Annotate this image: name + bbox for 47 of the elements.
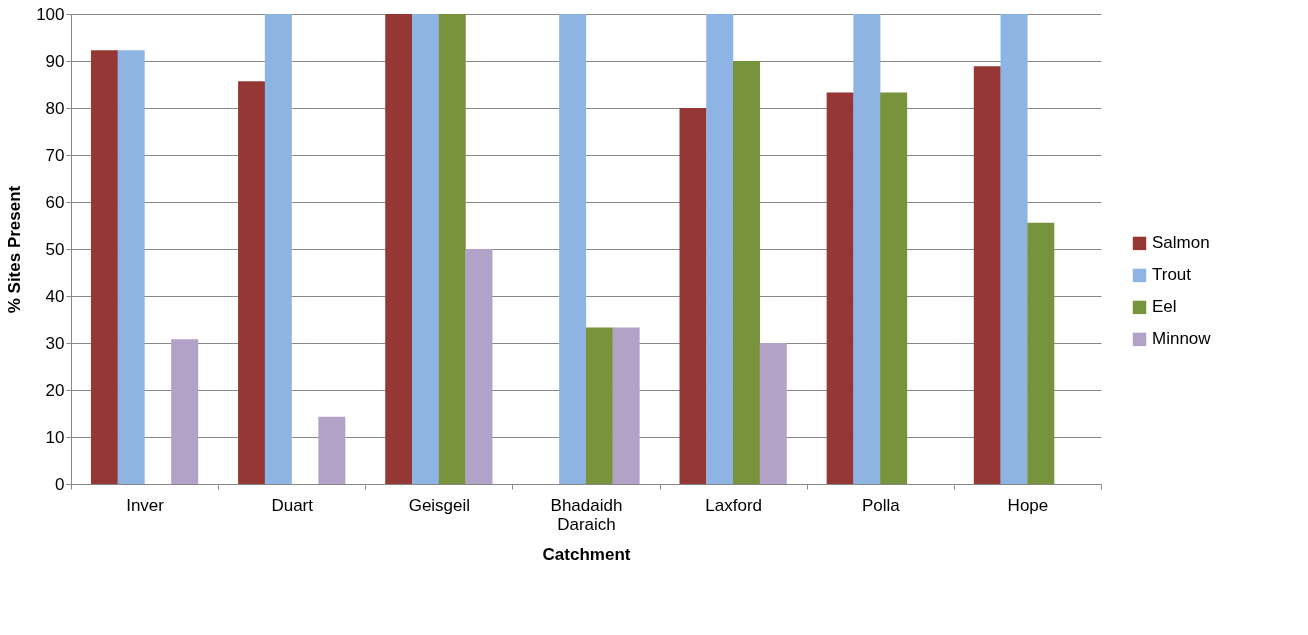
legend-label: Minnow [1152,329,1212,349]
bar [90,50,118,484]
y-tick-label: 60 [45,192,65,212]
y-tick-label: 50 [45,239,65,259]
y-tick-label: 80 [45,98,65,118]
bar [264,14,292,484]
x-tick-label: Hope [1007,495,1049,515]
x-axis-title: Catchment [542,544,631,564]
y-tick-label: 70 [45,145,65,165]
y-axis-title: % Sites Present [5,185,25,314]
bar [826,92,854,484]
bar [706,14,734,484]
y-tick-label: 90 [45,51,65,71]
bar [117,50,145,484]
x-tick-label: Duart [271,495,314,515]
bar [612,327,640,484]
y-tick-label: 30 [45,333,65,353]
legend-label: Eel [1152,297,1177,317]
x-tick-label: Inver [126,495,165,515]
bar [318,416,346,484]
bar [733,61,761,484]
x-tick-label: Geisgeil [408,495,471,515]
y-tick-label: 20 [45,380,65,400]
bar [171,339,199,484]
y-tick-label: 100 [36,4,65,24]
bar [559,14,587,484]
bar [853,14,881,484]
legend-label: Trout [1152,265,1192,285]
y-tick-label: 40 [45,286,65,306]
bar [238,81,266,484]
bar [759,343,787,484]
x-tick-label: Bhadaidh Daraich [550,495,623,534]
bar [1000,14,1028,484]
bar [411,14,439,484]
bar [385,14,413,484]
bar [973,66,1001,484]
y-tick-label: 10 [45,427,65,447]
bar [465,249,493,484]
x-tick-label: Laxford [705,495,762,515]
bar [679,108,707,484]
x-tick-label: Polla [861,495,901,515]
y-tick-label: 0 [55,474,65,494]
bar [1027,222,1055,484]
legend-label: Salmon [1152,233,1210,253]
bar [438,14,466,484]
bar [585,327,613,484]
bar [880,92,908,484]
